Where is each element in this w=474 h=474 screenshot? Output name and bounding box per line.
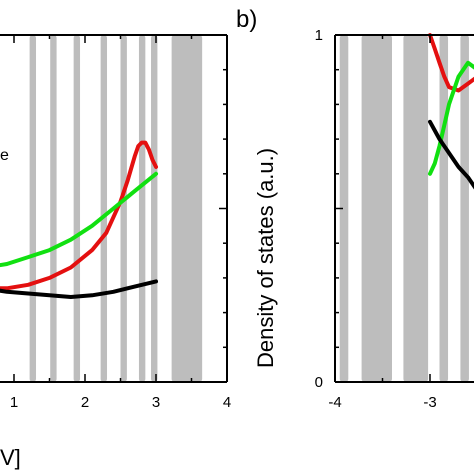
grey-bar (439, 35, 449, 382)
panel-a-annotation: e (0, 147, 9, 164)
panel-b-series (428, 33, 474, 190)
series-line (0, 140, 158, 291)
panel-a-axes (0, 34, 228, 383)
y-tick-label: 1 (315, 27, 323, 44)
x-tick-label: -4 (328, 394, 341, 411)
series-line (0, 279, 158, 299)
panel-b-axes (334, 34, 474, 383)
grey-bar (403, 35, 429, 382)
panel-b-label: b) (236, 6, 257, 33)
grey-bar (29, 35, 37, 382)
x-tick-label: 4 (223, 394, 231, 411)
grey-bar (361, 35, 392, 382)
grey-bar (171, 35, 203, 382)
grey-bar (50, 35, 57, 382)
panel-b-tick-labels: -4 -3 0 1 (315, 27, 437, 411)
x-tick-label: -3 (423, 394, 436, 411)
panel-a-series (0, 140, 158, 299)
panel-a-grey-bars (29, 35, 203, 382)
grey-bar (460, 35, 469, 382)
grey-bar (100, 35, 108, 382)
grey-bar (339, 35, 349, 382)
series-line (0, 171, 158, 268)
panel-b-y-axis-title: Density of states (a.u.) (253, 148, 278, 368)
x-tick-label: 1 (10, 394, 18, 411)
grey-bar (138, 35, 146, 382)
panel-a-x-axis-title: V] (0, 445, 21, 470)
series-line (428, 119, 474, 190)
grey-bar (151, 35, 158, 382)
grey-bar (120, 35, 127, 382)
x-tick-label: 2 (81, 394, 89, 411)
panel-a-tick-labels: 1 2 3 4 (10, 394, 231, 411)
panel-b: -4 -3 0 1 b) Density of states (a.u.) (236, 6, 474, 411)
y-tick-label: 0 (315, 374, 323, 391)
series-line (428, 33, 474, 93)
x-tick-label: 3 (152, 394, 160, 411)
panel-a: 1 2 3 4 e V] (0, 34, 231, 470)
grey-bar (73, 35, 81, 382)
